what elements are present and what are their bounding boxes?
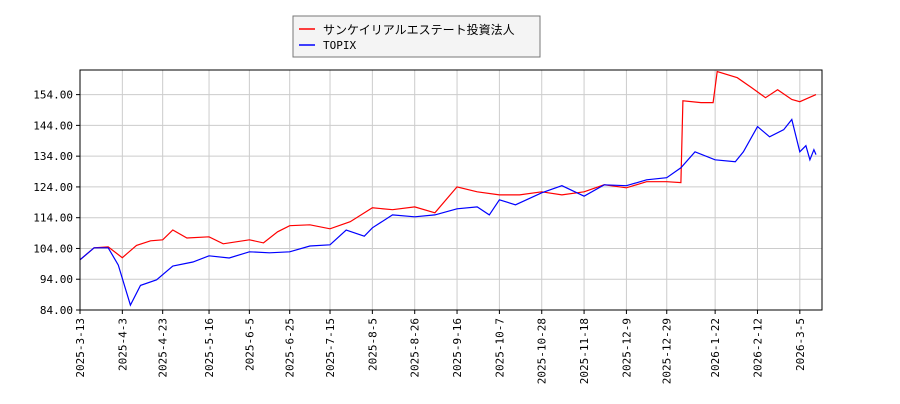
x-tick-label: 2025-4-3 — [116, 318, 129, 371]
x-tick-label: 2026-3-5 — [794, 318, 807, 371]
y-tick-label: 94.00 — [40, 273, 73, 286]
legend-label-1: TOPIX — [323, 39, 356, 52]
y-axis: 84.00 94.00 104.00 114.00 124.00 134.00 144.00… — [33, 89, 80, 317]
plot-frame — [79, 69, 823, 311]
x-tick-label: 2025-3-13 — [74, 318, 87, 378]
x-tick-label: 2025-11-18 — [578, 318, 591, 384]
x-tick-label: 2025-5-16 — [203, 318, 216, 378]
x-tick-label: 2025-6-5 — [243, 318, 256, 371]
y-tick-label: 144.00 — [33, 119, 73, 132]
grid — [79, 70, 822, 311]
y-tick-label: 124.00 — [33, 181, 73, 194]
x-tick-label: 2025-10-7 — [493, 318, 506, 378]
x-tick-label: 2025-10-28 — [536, 318, 549, 384]
y-tick-label: 114.00 — [33, 212, 73, 225]
x-tick-label: 2025-6-25 — [284, 318, 297, 378]
x-tick-label: 2025-12-29 — [661, 318, 674, 384]
y-tick-label: 84.00 — [40, 304, 73, 317]
x-tick-label: 2026-2-12 — [751, 318, 764, 378]
x-tick-label: 2026-1-22 — [709, 318, 722, 378]
x-axis: 2025-3-13 2025-4-3 2025-4-23 2025-5-16 2025-… — [74, 310, 807, 384]
series-line-0 — [79, 70, 817, 261]
legend-label-0: サンケイリアルエステート投資法人 — [323, 22, 515, 37]
series-line-1 — [79, 118, 817, 307]
x-tick-label: 2025-12-9 — [620, 318, 633, 378]
x-tick-label: 2025-9-16 — [451, 318, 464, 378]
x-tick-label: 2025-7-15 — [324, 318, 337, 378]
legend: サンケイリアルエステート投資法人 TOPIX — [292, 15, 541, 58]
y-tick-label: 104.00 — [33, 242, 73, 255]
x-tick-label: 2025-8-26 — [409, 318, 422, 378]
x-tick-label: 2025-4-23 — [157, 318, 170, 378]
y-tick-label: 154.00 — [33, 89, 73, 102]
y-tick-label: 134.00 — [33, 150, 73, 163]
x-tick-label: 2025-8-5 — [366, 318, 379, 371]
series-group — [79, 70, 817, 307]
